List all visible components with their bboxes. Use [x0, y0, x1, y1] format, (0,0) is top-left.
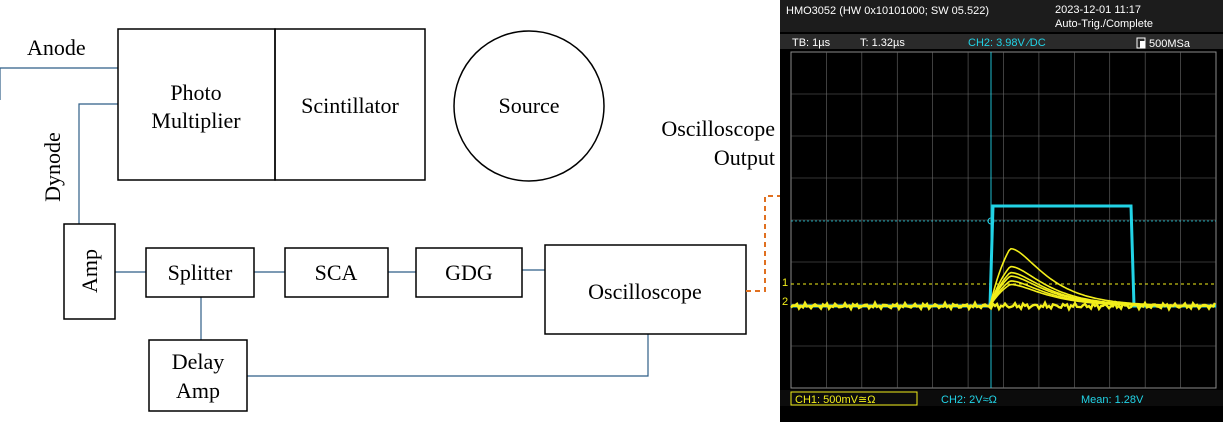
scintillator-box	[274, 28, 426, 181]
mean-footer-text: Mean: 1.28V	[1081, 394, 1144, 406]
output-link-dashed	[746, 195, 780, 292]
scope-settings-bar	[780, 34, 1223, 49]
scope-sample-rate-text: 500MSa	[1149, 38, 1191, 50]
splitter-label: Splitter	[168, 260, 233, 285]
scope-screenshot: HMO3052 (HW 0x10101000; SW 05.522) 2023-…	[780, 0, 1223, 422]
gdg-box	[415, 247, 523, 298]
scope-trigger-time-text: T: 1.32µs	[860, 37, 905, 49]
dynode-line	[78, 103, 118, 224]
sca-label: SCA	[315, 260, 358, 285]
ch1-footer-text: CH1: 500mV≅Ω	[795, 394, 875, 406]
photomultiplier-label-line2: Multiplier	[151, 108, 241, 133]
scope-plot-area: 1 2	[782, 51, 1217, 389]
ch2-marker: 2	[782, 296, 788, 308]
connection-lines	[0, 67, 649, 377]
delay-amp-box	[148, 339, 248, 412]
scope-footer-bar	[780, 390, 1223, 406]
oscilloscope-box	[544, 244, 747, 335]
source-label: Source	[498, 93, 559, 118]
oscilloscope-label: Oscilloscope	[588, 279, 702, 304]
delay-oscilloscope-line	[247, 334, 649, 377]
delay-amp-label-line2: Amp	[176, 378, 220, 403]
scope-status-text: Auto-Trig./Complete	[1055, 18, 1153, 30]
amp-box	[63, 223, 116, 320]
oscilloscope-output-label-line2: Output	[714, 145, 775, 170]
scope-timebase-text: TB: 1µs	[792, 37, 831, 49]
amp-label: Amp	[77, 249, 102, 293]
ch1-footer-box	[790, 391, 918, 406]
photomultiplier-label-line1: Photo	[170, 80, 221, 105]
gdg-label: GDG	[445, 260, 493, 285]
ch1-baseline-noise	[790, 299, 1217, 312]
delay-amp-label-line1: Delay	[172, 349, 225, 374]
dynode-label: Dynode	[40, 132, 65, 202]
scope-model-text: HMO3052 (HW 0x10101000; SW 05.522)	[786, 5, 989, 17]
block-diagram: Anode Dynode Photo Multiplier Scintillat…	[0, 28, 780, 412]
sca-box	[284, 247, 389, 298]
boxes	[63, 28, 747, 412]
scope-traces	[790, 204, 1217, 312]
scope-header-bar	[780, 0, 1223, 32]
anode-label: Anode	[27, 35, 86, 60]
ch2-footer-text: CH2: 2V≈Ω	[941, 394, 997, 406]
source-circle	[453, 30, 605, 182]
splitter-box	[145, 247, 255, 298]
scope-datetime-text: 2023-12-01 11:17	[1055, 4, 1141, 16]
scintillator-label: Scintillator	[301, 93, 399, 118]
scope-ch2-trigger-text: CH2: 3.98V ⁄DC	[968, 37, 1046, 49]
oscilloscope-output-label-line1: Oscilloscope	[661, 116, 775, 141]
memory-icon	[1136, 37, 1146, 49]
anode-line	[0, 67, 118, 100]
ch1-marker: 1	[782, 277, 788, 289]
